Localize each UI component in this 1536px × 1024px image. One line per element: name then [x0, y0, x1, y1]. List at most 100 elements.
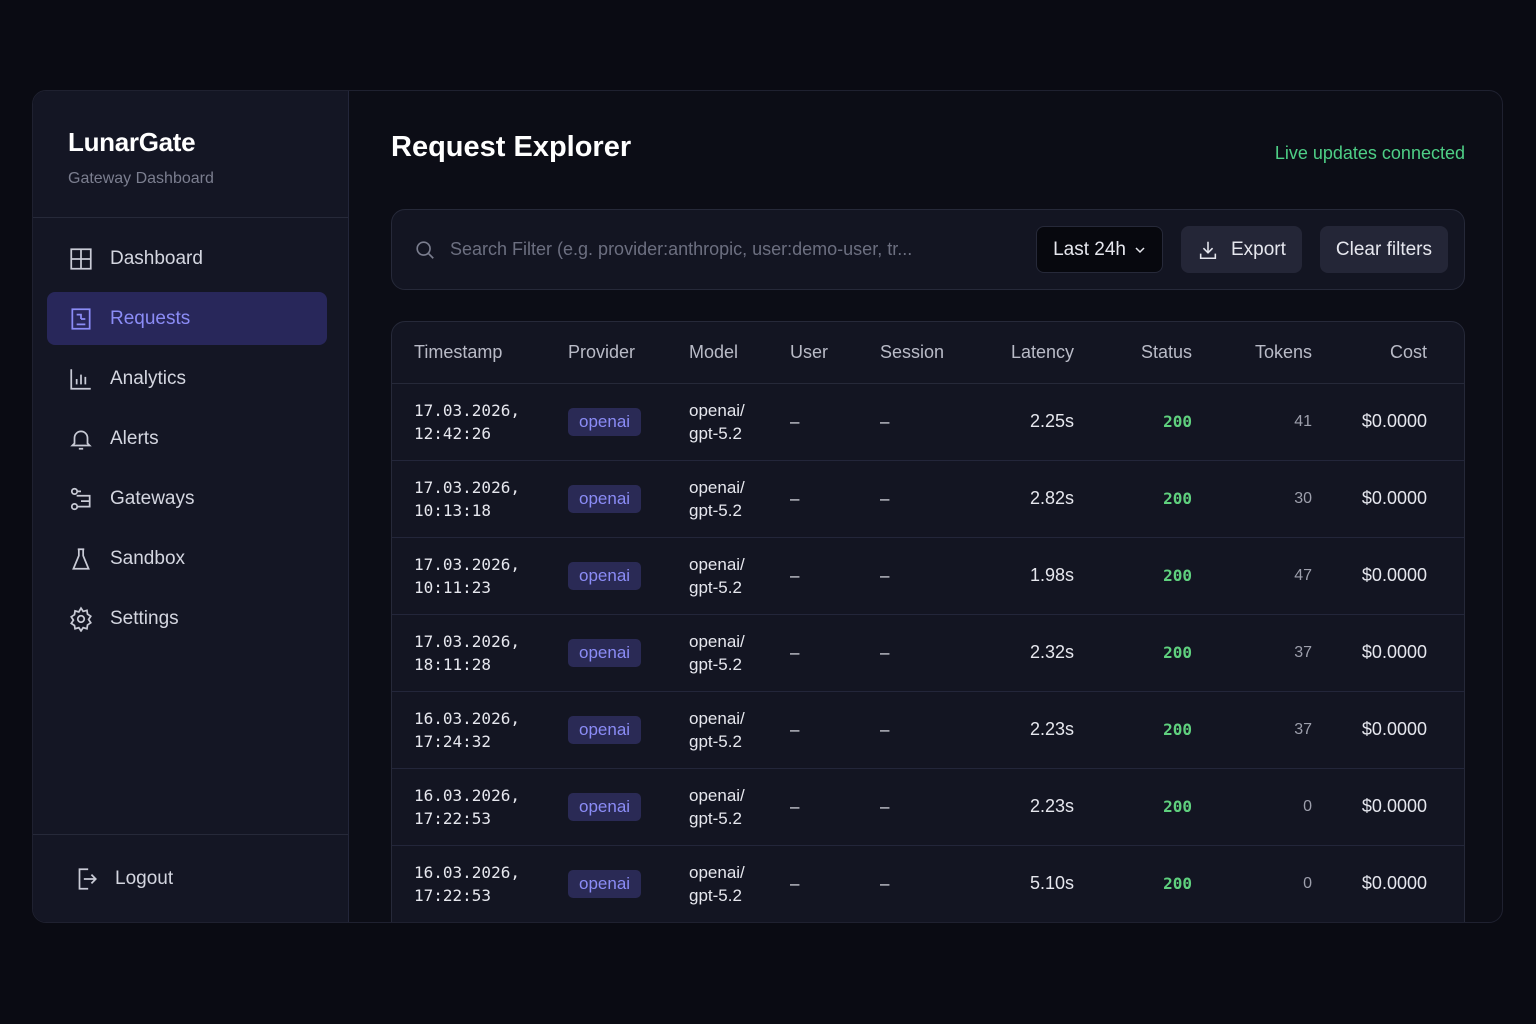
latency-cell: 5.10s [980, 845, 1074, 922]
user-cell: – [790, 537, 880, 615]
model-provider: openai/ [689, 785, 745, 805]
bell-icon [70, 430, 92, 450]
column-header-timestamp[interactable]: Timestamp [392, 322, 568, 384]
status-cell: 200 [1074, 691, 1192, 769]
model-cell: openai/gpt-5.2 [689, 691, 790, 769]
time-range-select[interactable]: Last 24h [1036, 226, 1163, 273]
table-row[interactable]: 17.03.2026, 10:13:18 openai openai/gpt-5.… [392, 460, 1464, 538]
search-input[interactable] [450, 239, 1019, 260]
model-provider: openai/ [689, 400, 745, 420]
latency-cell: 2.25s [980, 383, 1074, 461]
sidebar-item-label: Gateways [110, 487, 195, 509]
sidebar-item-alerts[interactable]: Alerts [47, 412, 327, 465]
tokens-cell: 0 [1192, 768, 1312, 846]
session-cell: – [880, 460, 980, 538]
provider-badge: openai [568, 792, 642, 821]
tokens-cell: 37 [1192, 614, 1312, 692]
logout-label: Logout [115, 867, 174, 889]
app-window: LunarGate Gateway Dashboard Dashboard Req… [32, 90, 1503, 923]
provider-cell: openai [568, 614, 689, 692]
list-icon [71, 307, 91, 330]
download-icon [1199, 241, 1217, 259]
timestamp-cell: 17.03.2026, 10:11:23 [392, 537, 568, 615]
sidebar-nav: Dashboard Requests Analytics Alerts Gateways… [33, 218, 348, 645]
timestamp-date: 16.03.2026, [414, 785, 520, 805]
sidebar-item-gateways[interactable]: Gateways [47, 472, 327, 525]
timestamp-date: 17.03.2026, [414, 400, 520, 420]
logout-button[interactable]: Logout [33, 834, 348, 922]
sidebar-item-sandbox[interactable]: Sandbox [47, 532, 327, 585]
provider-badge: openai [568, 484, 642, 513]
logout-icon [78, 867, 97, 890]
tokens-cell: 0 [1192, 845, 1312, 922]
export-button[interactable]: Export [1181, 226, 1302, 273]
table-row[interactable]: 16.03.2026, 17:24:32 openai openai/gpt-5.… [392, 691, 1464, 769]
timestamp-time: 12:42:26 [414, 423, 492, 443]
timestamp-time: 10:11:23 [414, 577, 492, 597]
provider-cell: openai [568, 383, 689, 461]
model-name: gpt-5.2 [689, 808, 742, 828]
user-cell: – [790, 614, 880, 692]
column-header-status[interactable]: Status [1074, 322, 1192, 384]
timestamp-date: 16.03.2026, [414, 862, 520, 882]
user-cell: – [790, 460, 880, 538]
timestamp-date: 17.03.2026, [414, 477, 520, 497]
column-header-model[interactable]: Model [689, 322, 790, 384]
timestamp-date: 17.03.2026, [414, 554, 520, 574]
session-cell: – [880, 768, 980, 846]
bar-chart-icon [70, 368, 91, 390]
provider-cell: openai [568, 768, 689, 846]
sidebar-item-dashboard[interactable]: Dashboard [47, 232, 327, 285]
latency-cell: 2.82s [980, 460, 1074, 538]
latency-cell: 2.32s [980, 614, 1074, 692]
session-cell: – [880, 691, 980, 769]
timestamp-time: 17:22:53 [414, 885, 492, 905]
column-header-provider[interactable]: Provider [568, 322, 689, 384]
timestamp-time: 18:11:28 [414, 654, 492, 674]
model-cell: openai/gpt-5.2 [689, 845, 790, 922]
table-row[interactable]: 17.03.2026, 10:11:23 openai openai/gpt-5.… [392, 537, 1464, 615]
tokens-cell: 37 [1192, 691, 1312, 769]
timestamp-time: 17:24:32 [414, 731, 492, 751]
timestamp-cell: 17.03.2026, 18:11:28 [392, 614, 568, 692]
cost-cell: $0.0000 [1312, 691, 1464, 769]
model-cell: openai/gpt-5.2 [689, 383, 790, 461]
table-row[interactable]: 17.03.2026, 18:11:28 openai openai/gpt-5.… [392, 614, 1464, 692]
model-provider: openai/ [689, 631, 745, 651]
sidebar-item-requests[interactable]: Requests [47, 292, 327, 345]
brand-subtitle: Gateway Dashboard [68, 170, 214, 187]
timestamp-cell: 17.03.2026, 10:13:18 [392, 460, 568, 538]
latency-cell: 2.23s [980, 768, 1074, 846]
cost-cell: $0.0000 [1312, 537, 1464, 615]
chevron-down-icon [1135, 246, 1145, 253]
column-header-latency[interactable]: Latency [980, 322, 1074, 384]
provider-cell: openai [568, 537, 689, 615]
model-name: gpt-5.2 [689, 500, 742, 520]
provider-badge: openai [568, 638, 642, 667]
session-cell: – [880, 845, 980, 922]
timestamp-date: 16.03.2026, [414, 708, 520, 728]
table-row[interactable]: 16.03.2026, 17:22:53 openai openai/gpt-5.… [392, 768, 1464, 846]
column-header-cost[interactable]: Cost [1312, 322, 1464, 384]
timestamp-cell: 16.03.2026, 17:24:32 [392, 691, 568, 769]
table-row[interactable]: 16.03.2026, 17:22:53 openai openai/gpt-5.… [392, 845, 1464, 922]
timestamp-cell: 17.03.2026, 12:42:26 [392, 383, 568, 461]
sidebar-item-label: Analytics [110, 367, 187, 389]
provider-cell: openai [568, 845, 689, 922]
sidebar-item-analytics[interactable]: Analytics [47, 352, 327, 405]
main-content: Request Explorer Live updates connected … [349, 91, 1502, 922]
column-header-tokens[interactable]: Tokens [1192, 322, 1312, 384]
tokens-cell: 30 [1192, 460, 1312, 538]
model-name: gpt-5.2 [689, 885, 742, 905]
timestamp-time: 17:22:53 [414, 808, 492, 828]
model-name: gpt-5.2 [689, 423, 742, 443]
clear-filters-button[interactable]: Clear filters [1319, 226, 1448, 273]
sidebar-item-settings[interactable]: Settings [47, 592, 327, 645]
table-row[interactable]: 17.03.2026, 12:42:26 openai openai/gpt-5.… [392, 383, 1464, 461]
column-header-session[interactable]: Session [880, 322, 980, 384]
column-header-user[interactable]: User [790, 322, 880, 384]
user-cell: – [790, 691, 880, 769]
cost-cell: $0.0000 [1312, 845, 1464, 922]
tokens-cell: 41 [1192, 383, 1312, 461]
status-cell: 200 [1074, 383, 1192, 461]
